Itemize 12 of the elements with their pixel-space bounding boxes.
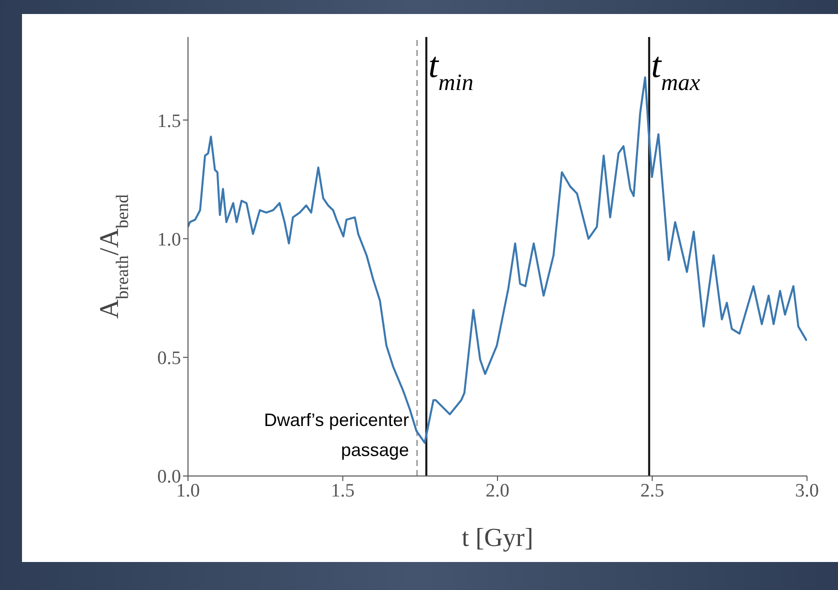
y-tick-label: 1.5 bbox=[157, 110, 181, 132]
x-tick-label: 2.0 bbox=[486, 480, 510, 502]
x-axis-title: t [Gyr] bbox=[462, 523, 534, 552]
x-tick-label: 3.0 bbox=[795, 480, 819, 502]
y-tick-label: 0.5 bbox=[157, 348, 181, 370]
x-tick-label: 1.5 bbox=[330, 480, 355, 502]
x-tick-label: 2.5 bbox=[640, 480, 664, 502]
ref-line-label: Dwarf’s pericenter passage bbox=[264, 410, 410, 460]
ref-line-label: t$_{max}$ bbox=[651, 45, 701, 96]
ref-line-label: t$_{min}$ bbox=[428, 45, 474, 96]
y-tick-label: 1.0 bbox=[157, 229, 181, 250]
line-series bbox=[188, 76, 807, 444]
